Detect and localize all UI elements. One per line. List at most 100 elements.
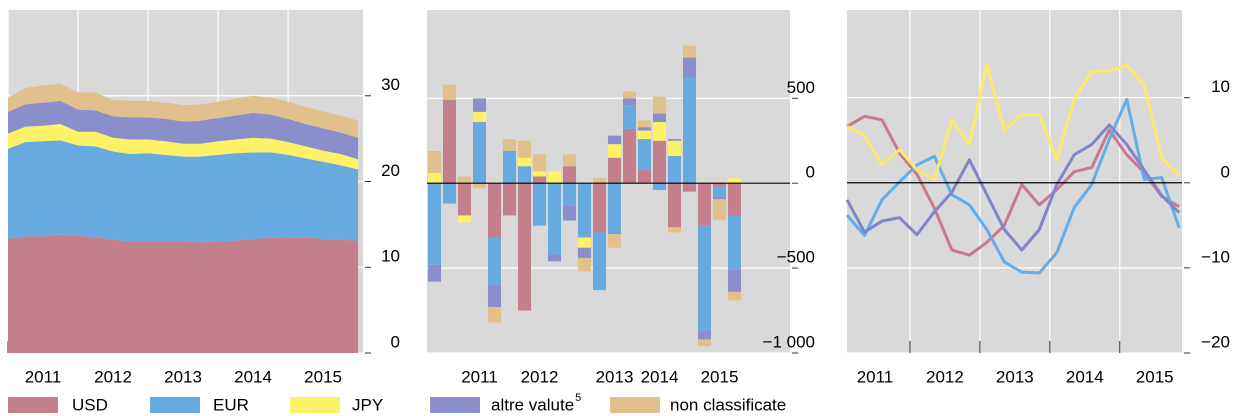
x-tick-label: 2011 (461, 367, 498, 386)
bar (637, 139, 652, 170)
x-tick-label: 2014 (641, 367, 679, 386)
bar (712, 199, 727, 220)
bar (517, 166, 532, 184)
bar (532, 171, 547, 177)
bar (652, 113, 667, 123)
x-tick-label: 2013 (596, 367, 634, 386)
line (846, 62, 1181, 181)
bar (592, 178, 607, 184)
bar (442, 183, 457, 204)
bar (637, 120, 652, 128)
bar (502, 183, 517, 216)
bar (682, 57, 697, 78)
y-tick-label: −10 (1201, 247, 1230, 266)
bar (667, 140, 682, 157)
x-tick-label: 2012 (926, 367, 964, 386)
bar (622, 105, 637, 129)
bar (712, 183, 727, 187)
bar (637, 130, 652, 140)
x-tick-label: 2011 (857, 367, 894, 386)
bar (652, 96, 667, 114)
bar (427, 150, 442, 174)
bar (472, 111, 487, 123)
bar (712, 186, 727, 197)
bar (652, 183, 667, 190)
bar (607, 183, 622, 235)
y-tick-label: 0 (391, 332, 400, 351)
bar (682, 45, 697, 58)
bar (562, 166, 577, 184)
y-tick-label: 20 (381, 161, 400, 180)
bar (547, 171, 562, 184)
bar (592, 232, 607, 291)
bar (622, 98, 637, 106)
legend-label: altre valute (491, 395, 574, 414)
bar (562, 183, 577, 206)
legend-label: USD (72, 395, 108, 414)
bar (427, 264, 442, 282)
bar (502, 139, 517, 151)
bar (667, 156, 682, 184)
bar (532, 176, 547, 184)
legend-swatch (290, 397, 340, 413)
x-tick-label: 2015 (1136, 367, 1174, 386)
bar (607, 234, 622, 248)
legend-swatch (610, 397, 660, 413)
line (845, 123, 1181, 252)
bar (727, 178, 742, 184)
y-tick-label: 0 (806, 163, 815, 182)
bar (472, 122, 487, 184)
x-tick-label: 2012 (94, 367, 132, 386)
x-tick-label: 2011 (25, 367, 62, 386)
bar (532, 183, 547, 226)
bar (622, 128, 637, 184)
bar (712, 196, 727, 200)
bar (562, 154, 577, 167)
bar (547, 183, 562, 255)
legend-swatch (150, 397, 200, 413)
bar (487, 183, 502, 238)
bar (652, 140, 667, 184)
area (8, 234, 359, 353)
line (845, 97, 1181, 275)
bar (607, 135, 622, 145)
bar (487, 307, 502, 323)
bar (667, 227, 682, 233)
bar (607, 157, 622, 184)
x-tick-label: 2014 (234, 367, 272, 386)
plot-background (847, 10, 1182, 353)
bar (607, 144, 622, 158)
bar (697, 339, 712, 347)
bar (727, 215, 742, 270)
bar (577, 183, 592, 238)
bar (472, 98, 487, 112)
bar (592, 183, 607, 233)
bar (682, 183, 697, 192)
area (8, 100, 359, 160)
bar (697, 330, 712, 340)
y-tick-label: 10 (1211, 77, 1230, 96)
x-tick-label: 2013 (996, 367, 1034, 386)
line (846, 114, 1180, 257)
bar (727, 183, 742, 216)
x-tick-label: 2015 (701, 367, 739, 386)
bar (502, 150, 517, 184)
x-tick-label: 2014 (1066, 367, 1104, 386)
bar (667, 139, 682, 141)
bar (697, 225, 712, 331)
bar (727, 291, 742, 301)
legend-swatch (430, 397, 480, 413)
x-tick-label: 2013 (164, 367, 202, 386)
legend-label: JPY (352, 395, 383, 414)
bar (682, 77, 697, 184)
y-tick-label: −20 (1201, 332, 1230, 351)
x-tick-label: 2012 (521, 367, 559, 386)
legend-note: 5 (575, 392, 581, 404)
bar (547, 254, 562, 262)
bar (457, 176, 472, 184)
bar (487, 285, 502, 308)
bar (517, 183, 532, 311)
y-tick-label: 500 (787, 78, 815, 97)
